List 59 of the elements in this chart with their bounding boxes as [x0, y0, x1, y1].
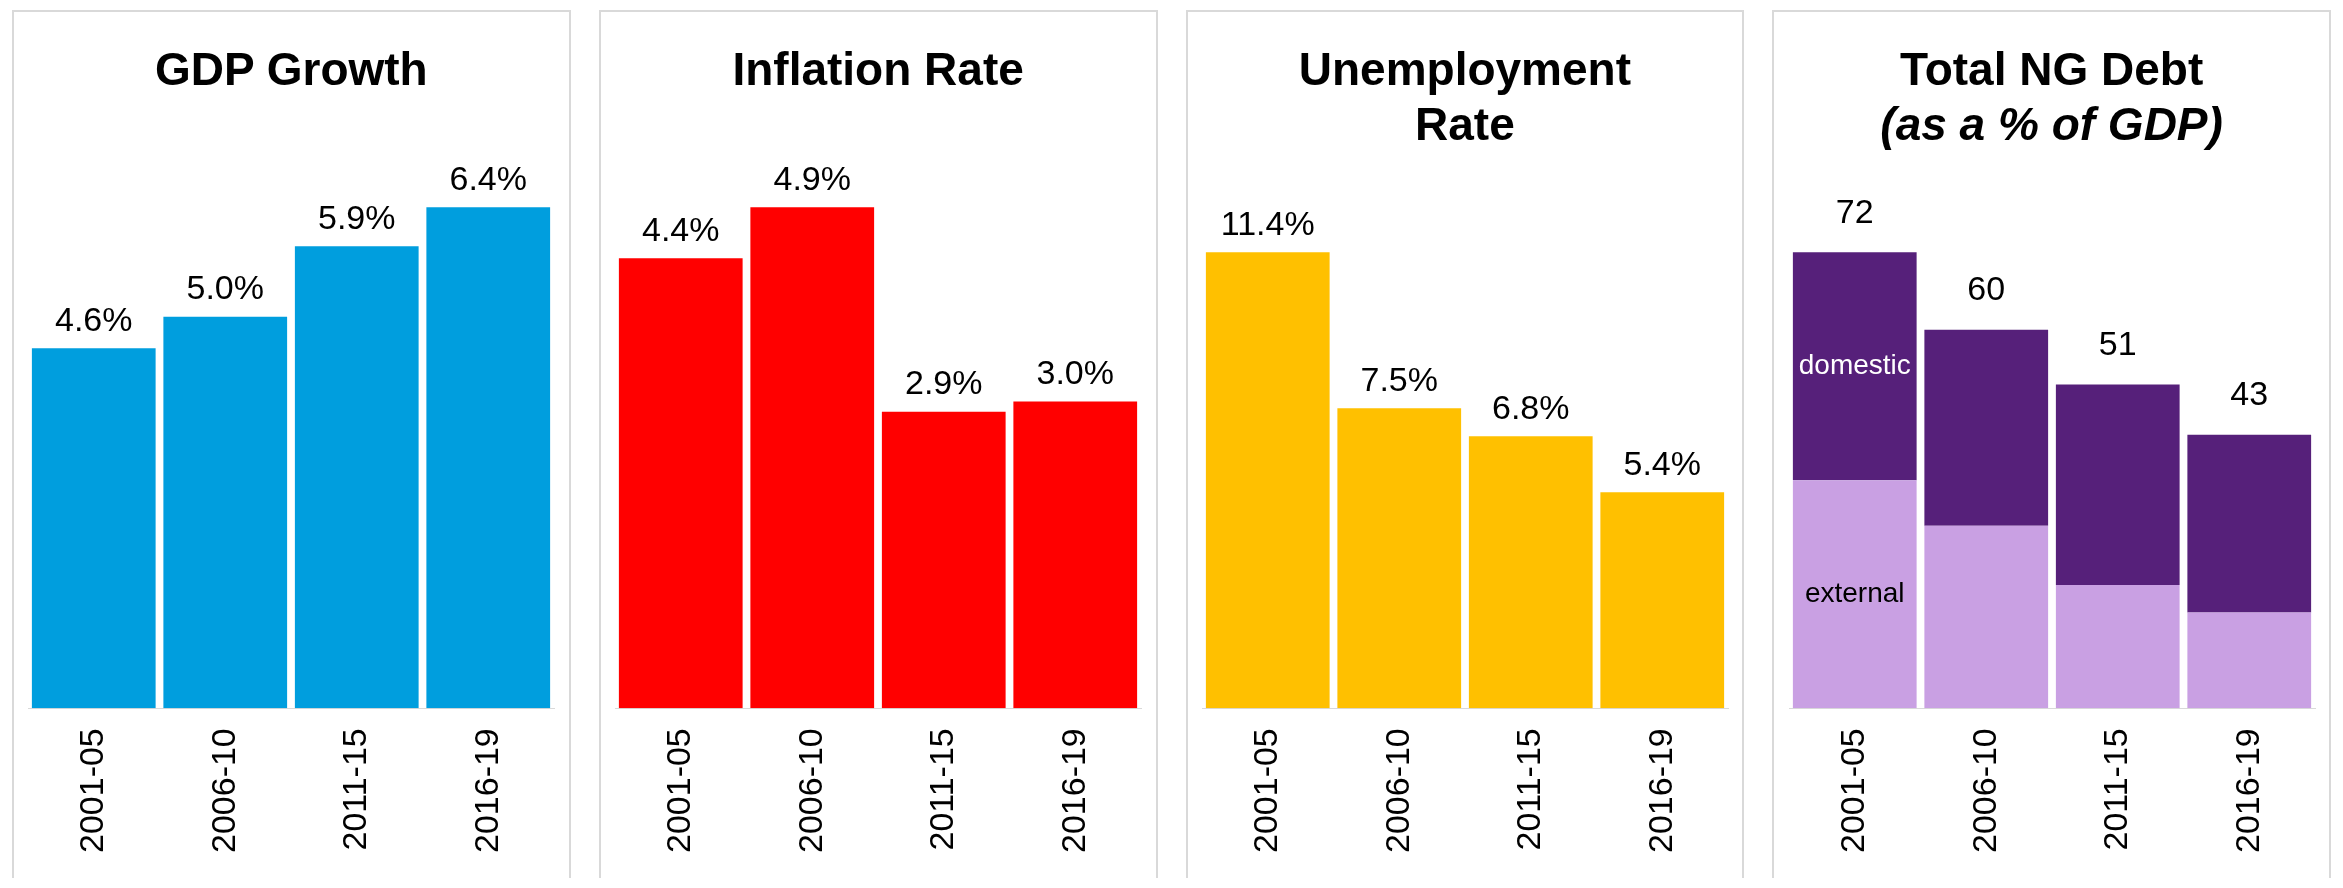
chart-subtitle: (as a % of GDP)	[1880, 97, 2223, 153]
x-tick-label: 2001-05	[1832, 728, 1871, 854]
bar	[163, 317, 288, 709]
annotation: 51	[2098, 324, 2137, 363]
bar	[295, 246, 419, 709]
annotation: 43	[2229, 374, 2268, 413]
data-label: 5.0%	[186, 268, 265, 307]
series-label: domestic	[1798, 349, 1911, 381]
bar	[2187, 435, 2311, 613]
data-label: 6.8%	[1491, 388, 1570, 427]
data-label: 5.9%	[318, 197, 396, 236]
bar	[2055, 384, 2180, 586]
bar	[1205, 252, 1330, 709]
chart-title: Unemployment Rate	[1297, 42, 1632, 153]
bar	[1924, 526, 2048, 709]
annotation: 60	[1966, 269, 2005, 308]
bar	[1600, 492, 1724, 709]
chart-title: GDP Growth	[154, 42, 429, 97]
bar	[1792, 480, 1917, 709]
data-label: 6.4%	[449, 158, 528, 197]
data-label: 7.5%	[1360, 360, 1438, 399]
chart-title: Inflation Rate	[731, 42, 1025, 97]
x-tick-label: 2016-19	[2227, 728, 2266, 854]
bar	[750, 207, 875, 709]
bar	[619, 258, 743, 709]
bar	[1013, 401, 1138, 709]
bar	[1924, 330, 2048, 527]
bar	[2055, 585, 2180, 709]
x-tick-label: 2011-15	[922, 728, 961, 851]
data-label: 5.4%	[1623, 444, 1701, 483]
x-tick-label: 2011-15	[335, 728, 374, 851]
x-tick-label: 2016-19	[1640, 728, 1679, 854]
data-label: 4.6%	[55, 299, 133, 338]
chart-title: Total NG Debt	[1899, 42, 2205, 97]
data-label: 4.4%	[642, 209, 720, 248]
data-label: 4.9%	[773, 158, 852, 197]
bar	[426, 207, 551, 709]
x-tick-label: 2016-19	[1053, 728, 1092, 854]
bar	[1468, 436, 1593, 709]
x-tick-label: 2006-10	[1377, 728, 1416, 854]
series-label: external	[1804, 577, 1905, 609]
x-tick-label: 2001-05	[72, 728, 111, 854]
bar	[32, 348, 156, 709]
x-tick-label: 2016-19	[467, 728, 505, 854]
x-tick-label: 2006-10	[790, 728, 829, 854]
x-tick-label: 2006-10	[204, 728, 242, 854]
bar	[1337, 408, 1461, 709]
x-tick-label: 2001-05	[1246, 728, 1284, 854]
x-tick-label: 2011-15	[2095, 728, 2134, 851]
bar	[1792, 252, 1917, 481]
bar	[882, 411, 1006, 709]
x-tick-label: 2006-10	[1964, 728, 2003, 854]
bar	[2187, 612, 2311, 709]
x-tick-label: 2011-15	[1509, 728, 1547, 851]
text: 72	[1835, 192, 1874, 231]
data-label: 11.4%	[1220, 204, 1315, 243]
data-label: 3.0%	[1036, 353, 1115, 392]
data-label: 2.9%	[905, 363, 983, 402]
x-tick-label: 2001-05	[659, 728, 698, 854]
